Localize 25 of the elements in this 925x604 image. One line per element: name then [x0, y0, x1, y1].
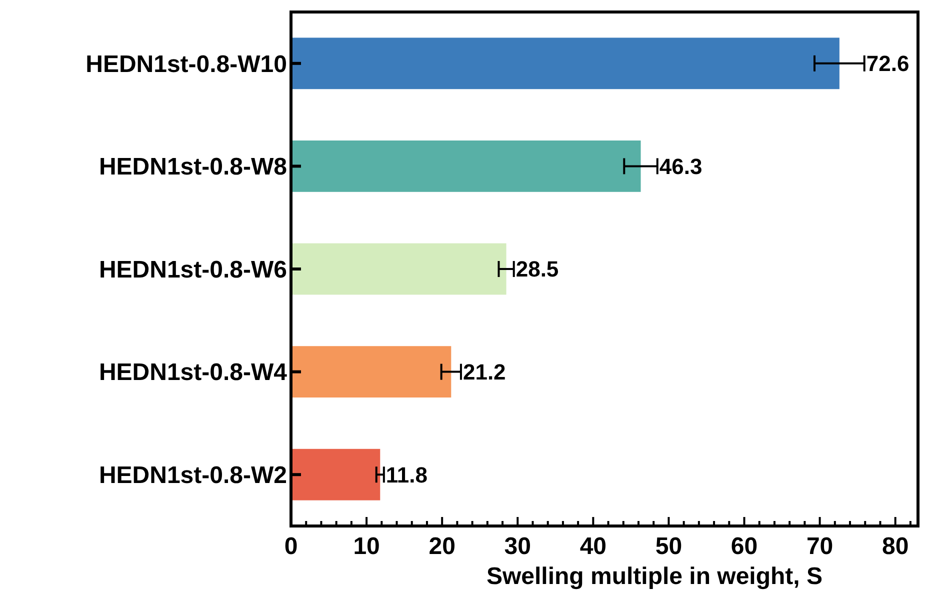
x-tick-label: 80	[882, 533, 909, 560]
x-tick-label: 20	[428, 533, 456, 560]
x-tick-label: 0	[284, 533, 298, 560]
bar	[291, 346, 452, 398]
x-tick-label: 60	[730, 533, 758, 560]
data-label: 21.2	[462, 360, 506, 384]
x-tick-label: 10	[353, 533, 380, 560]
y-tick-label: HEDN1st-0.8-W2	[98, 462, 287, 489]
y-tick-label: HEDN1st-0.8-W4	[98, 359, 288, 386]
data-label: 11.8	[386, 462, 428, 488]
bar	[291, 243, 506, 295]
data-label: 28.5	[516, 256, 559, 282]
y-tick-label: HEDN1st-0.8-W8	[98, 154, 287, 181]
y-tick-label: HEDN1st-0.8-W10	[86, 50, 287, 78]
y-tick-label: HEDN1st-0.8-W6	[98, 256, 287, 284]
bar	[291, 38, 840, 90]
data-label: 46.3	[659, 154, 702, 179]
x-tick-label: 50	[655, 533, 682, 560]
bar	[291, 448, 380, 500]
bar	[291, 140, 641, 192]
x-axis-title: Swelling multiple in weight, S	[486, 563, 823, 590]
x-tick-label: 70	[806, 533, 834, 560]
x-tick-label: 30	[504, 533, 531, 560]
x-tick-label: 40	[580, 533, 607, 560]
data-label: 72.6	[866, 51, 910, 76]
